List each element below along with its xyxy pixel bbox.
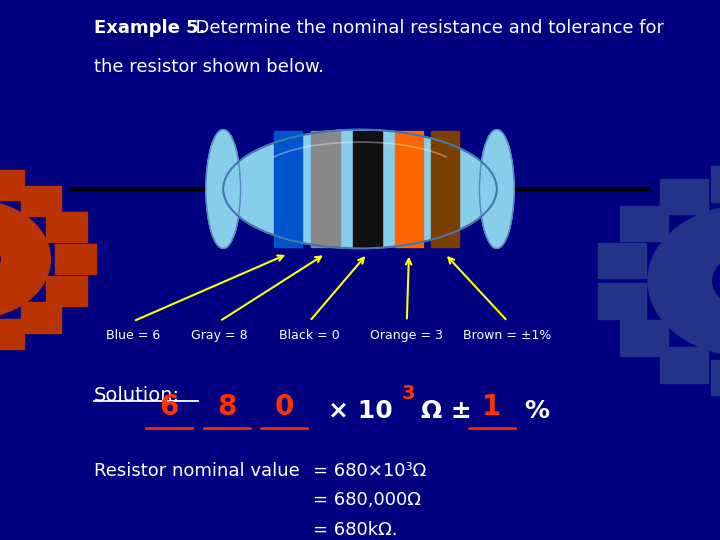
Text: %: % — [524, 399, 549, 423]
Text: × 10: × 10 — [328, 399, 392, 423]
Text: Orange = 3: Orange = 3 — [370, 329, 444, 342]
Bar — [21, 186, 61, 216]
Bar — [353, 131, 382, 247]
Text: Determine the nominal resistance and tolerance for: Determine the nominal resistance and tol… — [184, 19, 664, 37]
Text: Solution:: Solution: — [94, 386, 179, 405]
Text: 3: 3 — [402, 384, 415, 403]
Text: 1: 1 — [482, 393, 501, 421]
Text: = 680kΩ.: = 680kΩ. — [313, 521, 397, 539]
Bar — [620, 206, 667, 241]
Text: Brown = ±1%: Brown = ±1% — [464, 329, 552, 342]
Bar — [711, 166, 720, 202]
Bar — [660, 179, 708, 214]
Bar — [46, 212, 86, 242]
Bar — [598, 283, 646, 319]
Bar — [620, 320, 667, 356]
Bar — [0, 170, 24, 200]
Bar — [660, 347, 708, 383]
Bar — [431, 131, 459, 247]
Ellipse shape — [480, 130, 514, 248]
Text: Example 5.: Example 5. — [94, 19, 205, 37]
Text: Resistor nominal value: Resistor nominal value — [94, 462, 300, 480]
Bar — [598, 243, 646, 279]
Ellipse shape — [223, 130, 497, 248]
Text: 0: 0 — [275, 393, 294, 421]
Text: Gray = 8: Gray = 8 — [192, 329, 248, 342]
Text: 8: 8 — [217, 393, 236, 421]
Bar — [55, 244, 96, 274]
Bar — [274, 131, 302, 247]
Text: Ω ±: Ω ± — [421, 399, 472, 423]
Bar — [711, 360, 720, 395]
Circle shape — [713, 254, 720, 308]
Text: = 680,000Ω: = 680,000Ω — [313, 491, 421, 509]
Bar — [395, 131, 423, 247]
Text: the resistor shown below.: the resistor shown below. — [94, 58, 323, 76]
Bar — [21, 302, 61, 333]
Bar — [46, 276, 86, 306]
Text: = 680×10³Ω: = 680×10³Ω — [313, 462, 426, 480]
Bar — [0, 319, 24, 349]
Circle shape — [648, 205, 720, 356]
Circle shape — [0, 200, 50, 319]
Text: 6: 6 — [160, 393, 179, 421]
Ellipse shape — [206, 130, 240, 248]
Bar — [311, 131, 340, 247]
Text: Blue = 6: Blue = 6 — [106, 329, 161, 342]
Text: Black = 0: Black = 0 — [279, 329, 340, 342]
